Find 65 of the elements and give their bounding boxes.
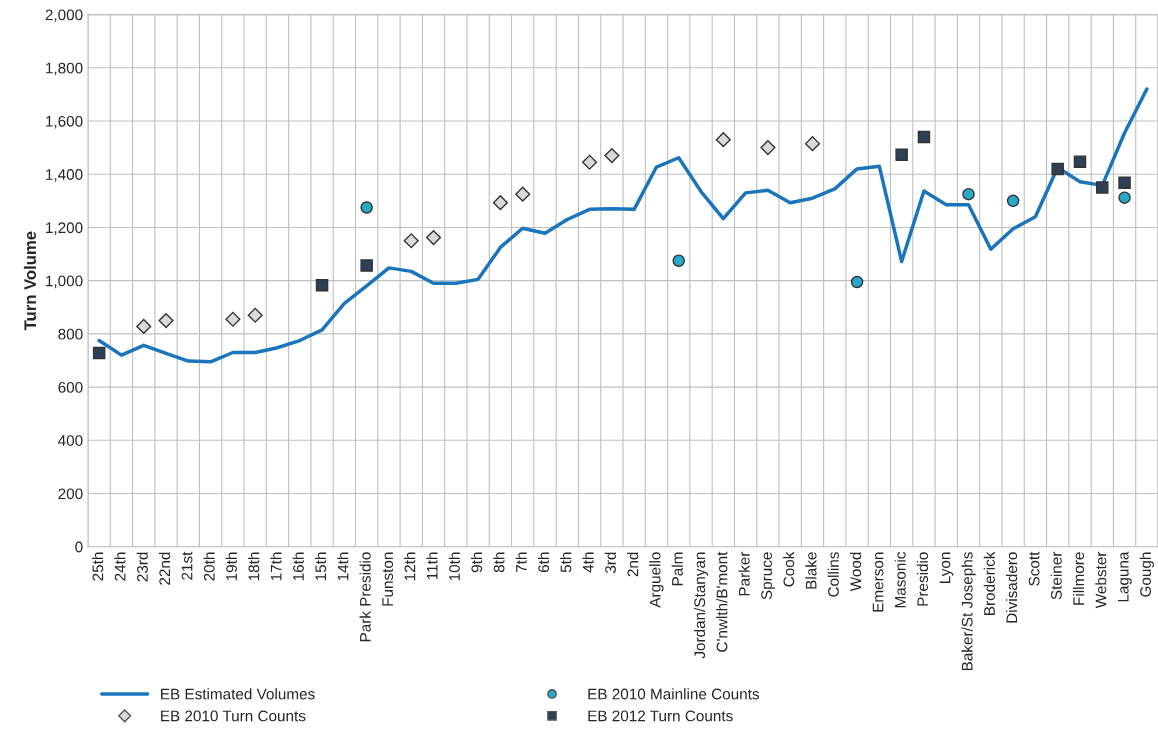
line-series bbox=[97, 87, 1149, 364]
x-tick-label: Fillmore bbox=[1072, 552, 1085, 605]
x-tick-label: 23rd bbox=[136, 552, 148, 582]
x-tick-label: C'nwlth/B'mont bbox=[716, 551, 728, 652]
x-tick-label: Laguna bbox=[1118, 551, 1132, 602]
x-tick-label: Steiner bbox=[1050, 551, 1062, 600]
x-tick-label: 25th bbox=[92, 552, 104, 581]
x-tick-label: 8th bbox=[493, 552, 505, 573]
x-tick-label: 17th bbox=[270, 552, 282, 581]
x-tick-label: Scott bbox=[1028, 551, 1040, 586]
x-tick-label: Park Presidio bbox=[359, 552, 371, 642]
x-tick-label: Arguello bbox=[649, 552, 664, 608]
x-tick-label: 21st bbox=[181, 551, 193, 580]
y-tick-label: 0 bbox=[75, 541, 83, 553]
x-tick-label: Collins bbox=[827, 552, 839, 597]
x-tick-label: 12th bbox=[404, 552, 416, 581]
x-tick-label: 14th bbox=[337, 552, 349, 581]
legend-label: EB 2010 Mainline Counts bbox=[588, 688, 760, 700]
x-tick-label: 15th bbox=[314, 552, 327, 581]
x-tick-label: 2nd bbox=[627, 552, 639, 577]
x-tick-label: Jordan/Stanyan bbox=[693, 552, 709, 659]
y-tick-label: 1,200 bbox=[46, 222, 83, 235]
x-tick-label: 5th bbox=[560, 552, 572, 573]
x-tick-label: 22nd bbox=[158, 552, 171, 585]
x-tick-label: 6th bbox=[537, 552, 550, 573]
x-tick-label: Emerson bbox=[872, 552, 884, 612]
x-tick-label: Palm bbox=[671, 552, 683, 586]
legend-label: EB Estimated Volumes bbox=[161, 688, 315, 700]
x-tick-label: Wood bbox=[849, 552, 862, 592]
x-tick-label: 24th bbox=[114, 552, 126, 581]
x-tick-label: Cook bbox=[783, 551, 795, 587]
x-tick-label: Lyon bbox=[939, 552, 954, 583]
x-tick-label: 18th bbox=[248, 552, 260, 581]
y-axis-title: Turn Volume bbox=[23, 231, 37, 331]
x-tick-label: Gough bbox=[1139, 552, 1154, 597]
x-tick-label: 11th bbox=[426, 552, 438, 580]
x-tick-label: Parker bbox=[738, 551, 750, 596]
x-tick-label: Spruce bbox=[761, 552, 776, 600]
y-tick-label: 200 bbox=[58, 488, 83, 500]
x-tick-label: Funston bbox=[382, 552, 394, 606]
x-tick-label: Baker/St Josephs bbox=[961, 552, 976, 671]
x-tick-label: 19th bbox=[225, 552, 237, 581]
y-tick-label: 1,000 bbox=[46, 275, 83, 289]
x-tick-label: 10th bbox=[448, 552, 460, 581]
x-tick-label: 16th bbox=[292, 552, 304, 581]
y-tick-label: 400 bbox=[58, 435, 83, 446]
x-tick-label: 9th bbox=[470, 552, 483, 573]
x-tick-label: Webster bbox=[1095, 551, 1107, 609]
x-tick-label: Divisadero bbox=[1005, 552, 1018, 623]
y-tick-label: 2,000 bbox=[45, 9, 83, 23]
legend-label: EB 2012 Turn Counts bbox=[588, 710, 733, 722]
x-tick-label: 3rd bbox=[604, 552, 616, 574]
y-tick-label: 1,800 bbox=[46, 62, 83, 76]
x-tick-label: 20th bbox=[203, 552, 215, 581]
x-tick-label: Blake bbox=[805, 552, 817, 589]
legend-label: EB 2010 Turn Counts bbox=[161, 710, 306, 722]
x-tick-label: Broderick bbox=[983, 551, 995, 615]
x-tick-label: 4th bbox=[582, 552, 594, 573]
y-tick-label: 1,600 bbox=[46, 115, 83, 129]
x-tick-label: Masonic bbox=[894, 552, 906, 608]
x-tick-label: Presidio bbox=[916, 552, 929, 606]
x-tick-label: 7th bbox=[515, 552, 527, 573]
y-tick-label: 1,400 bbox=[46, 169, 83, 182]
y-tick-label: 600 bbox=[58, 381, 83, 393]
y-tick-label: 800 bbox=[58, 328, 83, 340]
